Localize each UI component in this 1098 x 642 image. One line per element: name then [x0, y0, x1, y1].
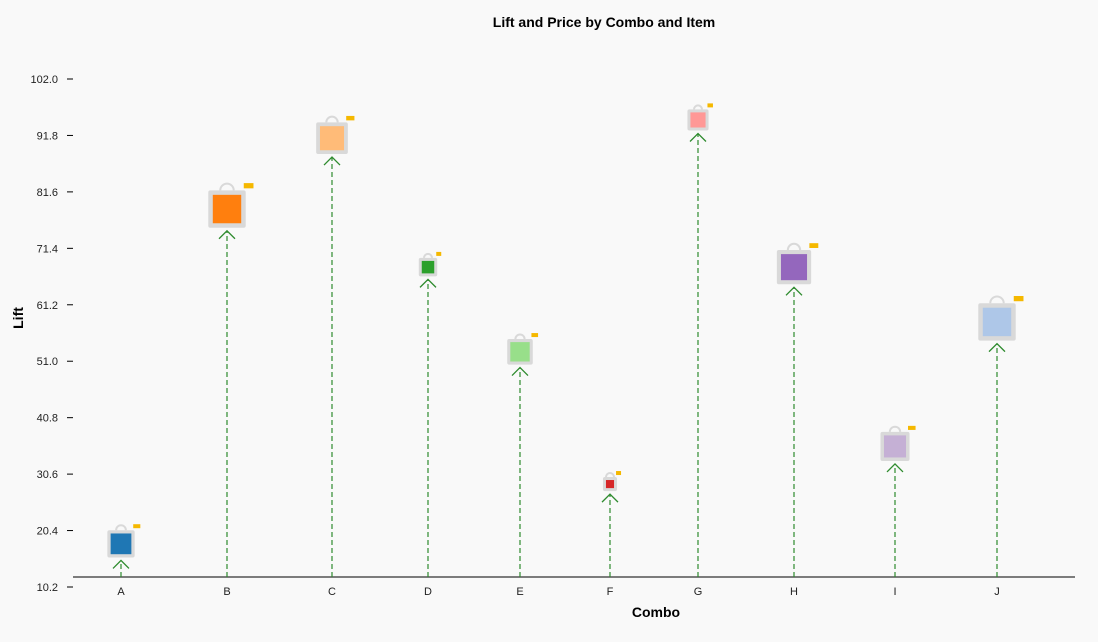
bag-fill: [319, 126, 345, 151]
y-tick-label: 30.6: [37, 469, 58, 481]
bag-marker: [687, 103, 713, 131]
y-tick-label: 10.2: [37, 582, 58, 594]
x-tick-label: A: [117, 586, 125, 598]
y-tick-label: 102.0: [30, 74, 58, 86]
bag-fill: [883, 435, 907, 458]
y-tick-label: 61.2: [37, 300, 58, 312]
bag-marker: [602, 471, 622, 492]
plot-area: [107, 103, 1024, 577]
bag-handle: [888, 425, 902, 433]
price-tag: [908, 425, 916, 430]
price-tag: [436, 251, 442, 256]
y-axis: 10.2 20.4 30.6 40.8 51.0 61.2 71.4 81.6 91.8 102.…: [30, 74, 73, 594]
price-tag: [616, 471, 622, 476]
x-tick-label: E: [516, 586, 523, 598]
price-tag: [133, 524, 141, 529]
stem-arrowhead: [601, 493, 619, 503]
price-tag: [346, 115, 355, 121]
stem-arrowhead: [419, 278, 437, 288]
bag-handle: [693, 104, 703, 110]
bag-fill: [212, 194, 242, 224]
y-tick-label: 20.4: [37, 526, 58, 538]
price-tag: [1013, 295, 1024, 302]
y-tick-label: 40.8: [37, 413, 58, 425]
stem-arrowhead: [785, 286, 803, 296]
price-tag: [707, 103, 713, 108]
bag-handle: [325, 115, 339, 123]
bag-marker: [507, 333, 539, 365]
x-tick-label: F: [607, 586, 614, 598]
x-tick-label: I: [893, 586, 896, 598]
bag-marker: [316, 115, 355, 155]
bag-handle: [605, 472, 615, 478]
bag-fill: [421, 260, 435, 274]
y-tick-label: 51.0: [37, 356, 58, 368]
x-tick-label: H: [790, 586, 798, 598]
x-tick-label: D: [424, 586, 432, 598]
y-tick-label: 91.8: [37, 130, 58, 142]
stem-arrowhead: [112, 559, 130, 569]
bag-handle: [115, 524, 127, 531]
bag-marker: [978, 295, 1024, 341]
bag-marker: [418, 251, 442, 277]
bag-fill: [510, 342, 530, 362]
stem-arrowhead: [323, 156, 341, 166]
y-tick-label: 81.6: [37, 187, 58, 199]
bag-handle: [423, 252, 433, 259]
price-tag: [243, 183, 254, 189]
stem-arrowhead: [886, 463, 904, 473]
x-axis-label: Combo: [632, 604, 680, 620]
price-tag: [531, 333, 539, 338]
stem-arrowhead: [511, 366, 529, 377]
bag-handle: [219, 182, 235, 191]
bag-handle: [514, 333, 526, 340]
bag-fill: [982, 307, 1012, 337]
bag-marker: [776, 242, 819, 285]
x-tick-label: B: [223, 586, 230, 598]
chart-title: Lift and Price by Combo and Item: [493, 14, 715, 30]
y-tick-label: 71.4: [37, 243, 58, 255]
y-axis-label: Lift: [10, 307, 26, 329]
bag-fill: [110, 533, 132, 555]
x-tick-label: G: [694, 586, 703, 598]
price-tag: [809, 243, 819, 248]
bag-marker: [880, 425, 916, 461]
bag-fill: [690, 112, 706, 128]
bag-fill: [780, 254, 808, 281]
bag-handle: [989, 295, 1005, 304]
stem-arrowhead: [988, 342, 1006, 353]
bag-marker: [208, 182, 254, 228]
bag-marker: [107, 524, 141, 558]
stem-arrowhead: [689, 132, 707, 142]
bag-fill: [605, 480, 615, 489]
x-tick-label: C: [328, 586, 336, 598]
bag-handle: [786, 242, 802, 251]
stem-arrowhead: [218, 229, 236, 240]
x-tick-label: J: [994, 586, 1000, 598]
x-axis: A B C D E F G H I J: [73, 576, 1075, 598]
